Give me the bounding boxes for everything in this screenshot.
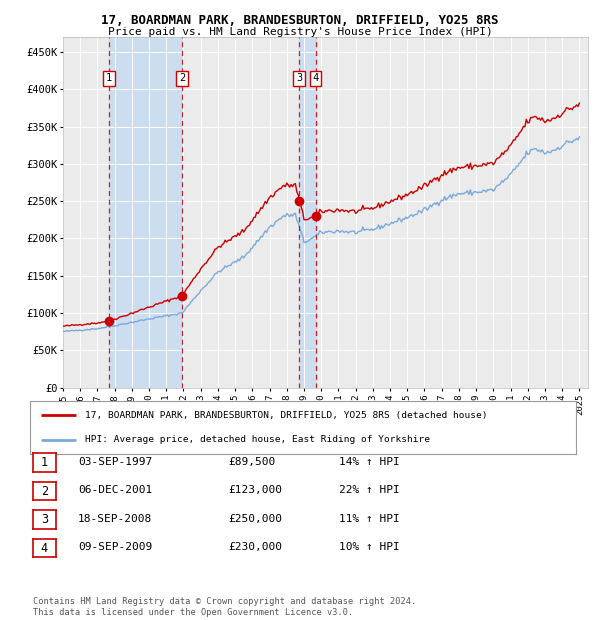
Text: 4: 4 bbox=[313, 73, 319, 83]
Text: 17, BOARDMAN PARK, BRANDESBURTON, DRIFFIELD, YO25 8RS: 17, BOARDMAN PARK, BRANDESBURTON, DRIFFI… bbox=[101, 14, 499, 27]
Text: 14% ↑ HPI: 14% ↑ HPI bbox=[339, 457, 400, 467]
Text: 3: 3 bbox=[296, 73, 302, 83]
Text: 06-DEC-2001: 06-DEC-2001 bbox=[78, 485, 152, 495]
Text: 1: 1 bbox=[41, 456, 48, 469]
Text: 22% ↑ HPI: 22% ↑ HPI bbox=[339, 485, 400, 495]
Text: 10% ↑ HPI: 10% ↑ HPI bbox=[339, 542, 400, 552]
Text: 3: 3 bbox=[41, 513, 48, 526]
Text: 03-SEP-1997: 03-SEP-1997 bbox=[78, 457, 152, 467]
Text: 17, BOARDMAN PARK, BRANDESBURTON, DRIFFIELD, YO25 8RS (detached house): 17, BOARDMAN PARK, BRANDESBURTON, DRIFFI… bbox=[85, 411, 487, 420]
Text: Contains HM Land Registry data © Crown copyright and database right 2024.
This d: Contains HM Land Registry data © Crown c… bbox=[33, 598, 416, 617]
Text: £123,000: £123,000 bbox=[228, 485, 282, 495]
Text: 4: 4 bbox=[41, 542, 48, 554]
Text: Price paid vs. HM Land Registry's House Price Index (HPI): Price paid vs. HM Land Registry's House … bbox=[107, 27, 493, 37]
Text: 18-SEP-2008: 18-SEP-2008 bbox=[78, 514, 152, 524]
Text: 09-SEP-2009: 09-SEP-2009 bbox=[78, 542, 152, 552]
Text: £89,500: £89,500 bbox=[228, 457, 275, 467]
Bar bbox=[299, 37, 316, 387]
Text: £230,000: £230,000 bbox=[228, 542, 282, 552]
Bar bbox=[109, 37, 182, 387]
Text: 2: 2 bbox=[179, 73, 185, 83]
Text: 1: 1 bbox=[106, 73, 112, 83]
Text: 2: 2 bbox=[41, 485, 48, 497]
Text: 11% ↑ HPI: 11% ↑ HPI bbox=[339, 514, 400, 524]
Text: HPI: Average price, detached house, East Riding of Yorkshire: HPI: Average price, detached house, East… bbox=[85, 435, 430, 444]
Text: £250,000: £250,000 bbox=[228, 514, 282, 524]
